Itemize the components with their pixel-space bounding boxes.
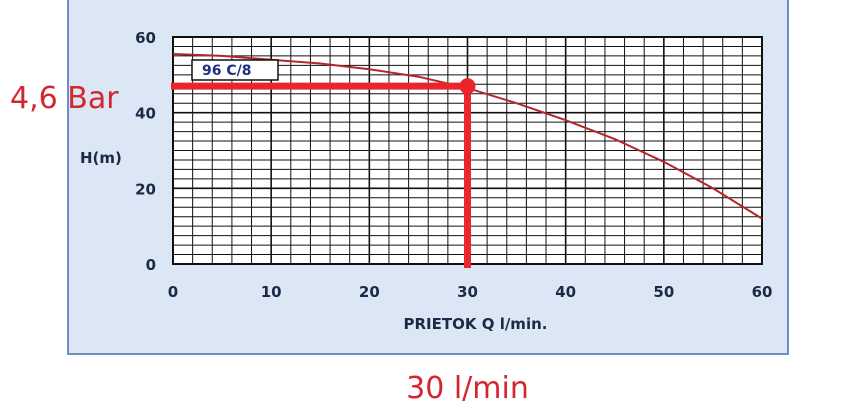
y-tick-label: 60 [135, 29, 156, 47]
x-tick-label: 60 [752, 283, 773, 301]
pressure-annotation: 4,6 Bar [10, 81, 119, 116]
x-axis-label: PRIETOK Q l/min. [404, 315, 548, 333]
x-tick-label: 50 [653, 283, 674, 301]
axis-ticks: 0 10 20 30 40 50 60 0 20 40 60 [135, 29, 772, 301]
x-tick-label: 10 [261, 283, 282, 301]
flow-annotation: 30 l/min [406, 371, 529, 406]
y-axis-label: H(m) [80, 149, 122, 167]
x-tick-label: 30 [457, 283, 478, 301]
series-label-text: 96 C/8 [202, 63, 252, 79]
x-tick-label: 20 [359, 283, 380, 301]
x-tick-label: 40 [555, 283, 576, 301]
operating-point [459, 78, 476, 95]
y-tick-label: 0 [146, 256, 156, 274]
x-tick-label: 0 [168, 283, 178, 301]
series-label: 96 C/8 [191, 59, 279, 81]
series-label-box [191, 59, 279, 81]
y-tick-label: 40 [135, 105, 156, 123]
y-tick-label: 20 [135, 180, 156, 198]
